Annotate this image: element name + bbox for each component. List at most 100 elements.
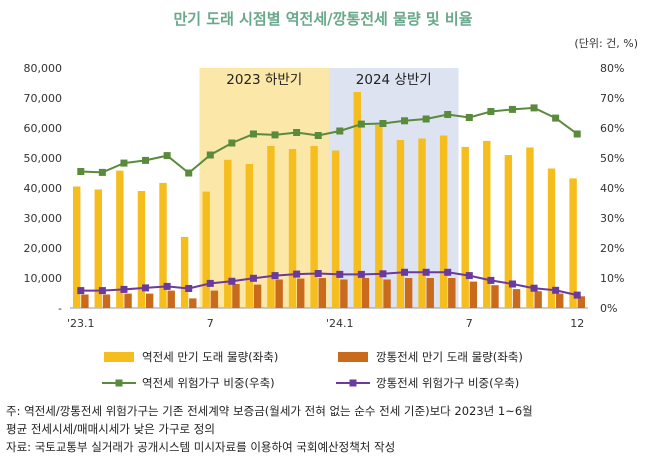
bar-1-22	[556, 293, 564, 308]
bar-0-3	[137, 191, 146, 308]
line-point-1-2	[120, 285, 128, 293]
bar-1-15	[404, 278, 413, 308]
line-point-1-9	[271, 272, 279, 280]
period-band-0	[199, 68, 329, 308]
legend-marker-3	[349, 379, 357, 387]
bar-0-5	[180, 236, 189, 308]
note-line-3: 자료: 국토교통부 실거래가 공개시스템 미시자료를 이용하여 국회예산정책처 …	[6, 440, 396, 454]
y-right-tick-label: 50%	[600, 152, 624, 165]
line-point-0-19	[487, 108, 495, 115]
line-point-0-3	[142, 156, 150, 164]
y-left-tick-label: 70,000	[24, 92, 63, 105]
bar-0-6	[202, 191, 210, 308]
bar-0-18	[461, 146, 469, 308]
bar-1-8	[253, 284, 262, 308]
bar-1-5	[189, 298, 197, 308]
bar-1-18	[469, 281, 478, 308]
period-band-1	[329, 68, 459, 308]
bar-1-7	[232, 284, 240, 308]
y-right-tick-label: 70%	[600, 92, 624, 105]
line-point-1-11	[314, 270, 322, 277]
bar-0-0	[72, 186, 81, 308]
bar-1-16	[426, 278, 434, 308]
bar-0-15	[396, 140, 405, 308]
line-point-1-20	[508, 280, 516, 288]
line-series-1	[80, 271, 578, 297]
x-tick-label: '24.1	[326, 317, 354, 330]
y-left-tick-label: 60,000	[24, 122, 63, 135]
line-point-0-23	[573, 130, 581, 138]
bar-1-3	[145, 293, 154, 308]
line-series	[77, 104, 581, 299]
line-point-1-5	[185, 285, 193, 292]
line-point-0-15	[401, 117, 409, 125]
bar-0-1	[94, 189, 102, 308]
line-point-1-23	[573, 291, 581, 299]
period-highlights: 2023 하반기 2024 상반기	[199, 68, 459, 308]
line-point-0-5	[185, 169, 193, 177]
line-point-1-12	[336, 270, 344, 278]
bar-1-1	[102, 294, 111, 308]
bar-0-17	[439, 135, 448, 308]
x-tick-label: 7	[207, 317, 214, 330]
period-label-0: 2023 하반기	[226, 72, 302, 88]
line-point-0-17	[444, 111, 452, 118]
line-point-0-6	[206, 151, 214, 159]
bar-0-19	[483, 140, 491, 308]
bar-1-2	[124, 293, 132, 308]
line-point-0-13	[357, 120, 365, 128]
bar-1-10	[297, 278, 305, 308]
note-line-2: 평균 전세시세/매매시세가 낮은 가구로 정의	[6, 422, 215, 436]
y-left-tick-label: 50,000	[24, 152, 63, 165]
line-point-1-3	[142, 284, 150, 292]
line-point-1-6	[206, 279, 214, 287]
line-point-0-4	[163, 152, 171, 160]
unit-note: (단위: 건, %)	[574, 37, 638, 50]
bar-0-16	[418, 138, 426, 308]
bar-0-8	[245, 164, 254, 308]
bar-0-10	[288, 149, 297, 308]
bar-1-4	[167, 290, 175, 308]
line-point-1-4	[163, 282, 171, 290]
legend-swatch-0	[104, 352, 134, 362]
axes: - 0% 10,000 10% 20,000 20% 30,000 30% 40,000 40% 5…	[24, 62, 625, 330]
line-series-0	[80, 106, 578, 175]
legend-label-0: 역전세 만기 도래 물량(좌축)	[142, 350, 278, 364]
bar-1-17	[448, 278, 456, 308]
bar-0-21	[526, 147, 534, 308]
line-point-1-10	[293, 270, 301, 278]
y-left-tick-label: -	[58, 302, 62, 315]
legend-label-1: 깡통전세 만기 도래 물량(좌축)	[376, 350, 523, 364]
line-point-0-18	[465, 114, 473, 121]
legend-marker-2	[115, 379, 123, 387]
line-point-0-11	[314, 132, 322, 139]
y-right-tick-label: 20%	[600, 242, 624, 255]
bar-1-19	[491, 285, 499, 308]
line-point-1-1	[98, 287, 106, 295]
y-left-tick-label: 40,000	[24, 182, 63, 195]
bar-1-0	[81, 294, 89, 308]
line-point-0-2	[120, 159, 128, 167]
bar-0-13	[353, 92, 361, 308]
bar-0-22	[547, 168, 556, 308]
chart-title: 만기 도래 시점별 역전세/깡통전세 물량 및 비율	[173, 10, 472, 28]
line-point-1-13	[357, 270, 365, 278]
line-point-0-8	[249, 130, 257, 138]
bar-0-2	[116, 170, 124, 308]
bar-0-4	[159, 182, 167, 308]
legend-swatch-1	[338, 352, 368, 362]
y-left-tick-label: 20,000	[24, 242, 63, 255]
bar-0-9	[267, 146, 275, 308]
bar-1-23	[577, 296, 586, 308]
y-right-tick-label: 0%	[600, 302, 617, 315]
legend-label-2: 역전세 위험가구 비중(우축)	[142, 376, 275, 390]
period-label-1: 2024 상반기	[356, 72, 432, 88]
bar-1-20	[512, 289, 521, 308]
bar-1-13	[361, 278, 370, 308]
bar-1-21	[534, 291, 542, 308]
line-point-0-7	[228, 139, 236, 147]
line-point-1-0	[77, 287, 85, 295]
line-point-0-1	[98, 168, 106, 176]
